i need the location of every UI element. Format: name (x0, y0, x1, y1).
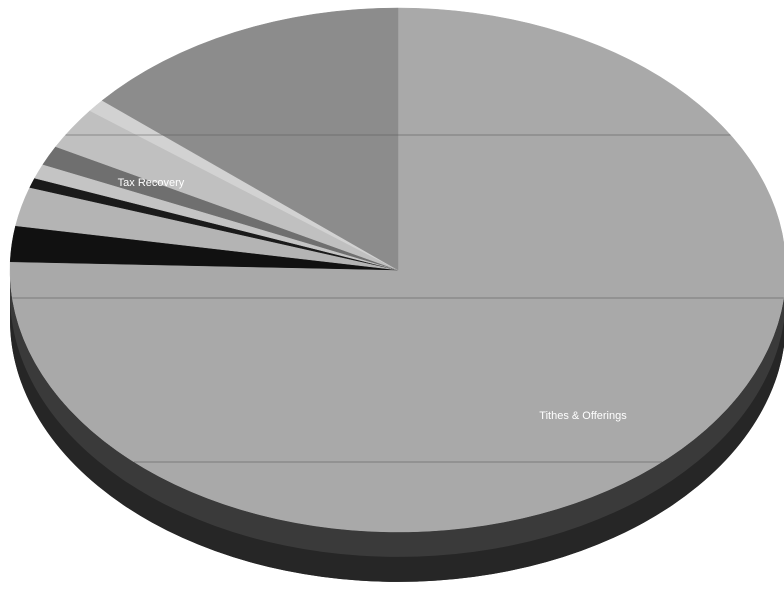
slice-label-tithes-offerings: Tithes & Offerings (539, 410, 627, 422)
pie-side (10, 270, 784, 582)
pie-slice-tax-recovery (101, 7, 399, 271)
pie-slices (9, 7, 784, 533)
pie-depth (10, 270, 784, 582)
slice-label-tax-recovery: Tax Recovery (118, 177, 185, 189)
gridlines (12, 134, 784, 463)
slice-labels: Tithes & Offerings Tax Recovery (118, 177, 628, 422)
